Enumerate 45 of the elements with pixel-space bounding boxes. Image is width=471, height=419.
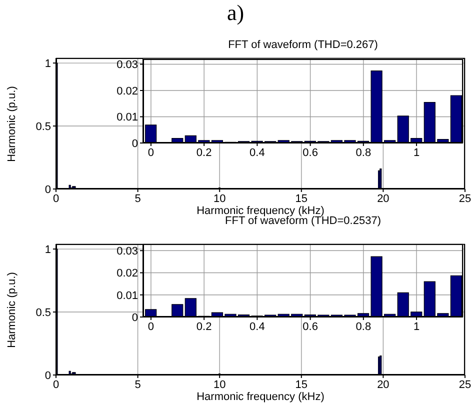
x-tick-label: 20 [377,192,390,205]
x-tick-label: 1 [413,146,420,159]
x-tick-label: 20 [377,378,390,391]
y-tick-label: 0.02 [116,85,138,98]
y-tick-label: 0 [132,312,138,324]
y-tick-label: 0.02 [116,268,138,280]
y-tick-label: 0.01 [116,290,138,302]
chart-title: a) [226,0,246,26]
x-tick-label: 25 [458,192,471,205]
x-axis-title: Harmonic frequency (kHz) [196,391,326,403]
y-tick-label: 0.03 [116,246,138,258]
x-tick-label: 0.8 [356,320,372,333]
x-tick-label: 10 [213,378,226,391]
y-tick-label: 0.5 [36,306,51,319]
chart-title: FFT of waveform (THD=0.267) [227,39,379,51]
y-axis-title: Harmonic (p.u.) [6,272,18,348]
y-axis-title: Harmonic (p.u.) [6,86,18,162]
x-tick-label: 25 [458,378,471,391]
y-tick-label: 0.03 [116,59,138,72]
x-tick-label: 1 [413,320,420,333]
x-tick-label: 0.6 [302,320,318,333]
x-tick-label: 0 [148,146,154,159]
x-tick-label: 0 [52,192,60,205]
x-tick-label: 5 [134,192,141,205]
x-tick-label: 15 [295,378,308,391]
chart-title: FFT of waveform (THD=0.2537) [224,215,382,227]
y-tick-label: 0 [44,184,51,196]
x-tick-label: 5 [134,378,141,391]
y-tick-label: 0.01 [116,112,138,124]
x-tick-label: 0.2 [196,146,212,159]
y-tick-label: 1 [44,244,51,256]
x-tick-label: 10 [213,192,226,205]
y-tick-label: 0 [44,370,51,382]
x-tick-label: 0.6 [302,146,318,159]
x-tick-label: 15 [295,192,308,205]
x-tick-label: 0.8 [356,146,372,159]
x-tick-label: 0 [52,378,60,391]
x-tick-label: 0.4 [250,320,265,333]
y-tick-label: 0 [132,138,138,150]
y-tick-label: 0.5 [36,120,51,133]
y-tick-label: 1 [44,58,51,70]
x-tick-label: 0 [148,320,154,333]
x-tick-label: 0.4 [250,146,265,159]
x-tick-label: 0.2 [196,320,212,333]
x-axis-title: Harmonic frequency (kHz) [196,205,324,217]
